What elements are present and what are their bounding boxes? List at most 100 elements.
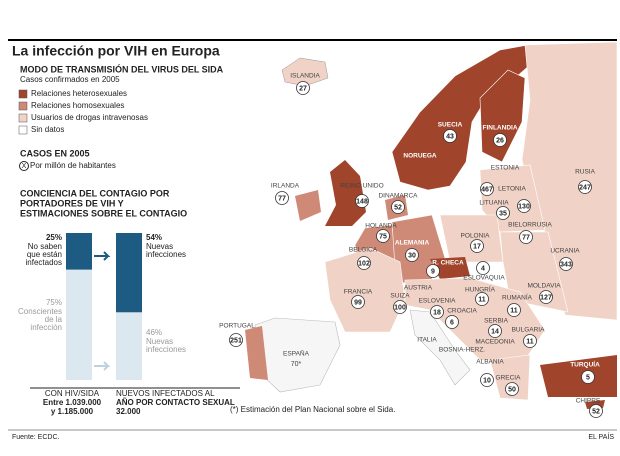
cases-label: Por millón de habitantes <box>30 161 116 170</box>
cases-title: CASOS EN 2005 <box>20 148 90 158</box>
country-label: CHIPRE <box>576 398 601 405</box>
segment-label: que están <box>27 250 62 259</box>
bar-segment <box>66 233 92 270</box>
case-value: 17 <box>473 243 481 250</box>
bar-segment <box>116 233 142 313</box>
case-marker <box>351 295 365 309</box>
cases-symbol <box>19 161 29 171</box>
bar-segment <box>116 312 142 380</box>
country-label: LETONIA <box>498 186 526 193</box>
panel-title: ESTIMACIONES SOBRE EL CONTAGIO <box>20 208 187 218</box>
segment-label: de la <box>45 315 63 324</box>
country-label: ITALIA <box>417 337 437 344</box>
country-label: NORUEGA <box>403 153 437 160</box>
segment-label: Conscientes <box>18 307 62 316</box>
arrow <box>94 251 111 261</box>
case-marker <box>523 334 537 348</box>
country-label: MOLDAVIA <box>527 283 561 290</box>
case-marker <box>578 180 592 194</box>
country-label: MACEDONIA <box>475 339 515 346</box>
case-value: 343 <box>560 261 572 268</box>
title: La infección por VIH en Europa <box>12 43 220 59</box>
caption: y 1.185.000 <box>51 407 94 416</box>
segment-label: Nuevas <box>146 242 173 251</box>
case-marker <box>496 206 510 220</box>
legend-swatch <box>18 125 28 135</box>
case-value: 52 <box>394 204 402 211</box>
value-label: 75% <box>46 298 62 307</box>
case-value: 30 <box>408 252 416 259</box>
turkey <box>540 355 617 397</box>
ireland <box>295 190 321 221</box>
source: Fuente: ECDC. <box>12 434 60 441</box>
country-label: ESPAÑA <box>283 349 310 358</box>
case-marker <box>493 133 507 147</box>
case-marker <box>480 182 494 196</box>
map <box>245 41 618 420</box>
case-marker <box>505 382 519 396</box>
note: Casos confirmados en 2005 <box>20 75 120 84</box>
italy <box>409 309 471 386</box>
legend-label: Relaciones homosexuales <box>31 101 124 110</box>
case-value: 52 <box>592 408 600 415</box>
case-marker <box>517 199 531 213</box>
case-value: 50 <box>508 386 516 393</box>
country-label: ALBANIA <box>476 359 504 366</box>
case-marker <box>475 292 489 306</box>
case-value: 75 <box>379 233 387 240</box>
legend-swatch <box>18 101 28 111</box>
country-label: RUSIA <box>575 169 596 176</box>
finland <box>479 69 526 163</box>
country-label: BULGARIA <box>512 327 546 334</box>
case-value: 10 <box>483 377 491 384</box>
iceland <box>281 57 329 87</box>
legend-swatch <box>18 89 28 99</box>
case-value: 6 <box>450 319 454 326</box>
case-value: 26 <box>496 137 504 144</box>
case-value: 247 <box>579 184 591 191</box>
panel-title: PORTADORES DE VIH Y <box>20 198 124 208</box>
case-marker <box>589 404 603 418</box>
country-label: UCRANIA <box>550 248 580 255</box>
segment-label: Nuevas <box>146 337 173 346</box>
case-value: 251 <box>230 337 242 344</box>
case-value: 9 <box>431 268 435 275</box>
case-value: 5 <box>586 374 590 381</box>
case-marker <box>559 257 573 271</box>
cases-symbol-text: X <box>22 163 27 170</box>
case-value: 467 <box>481 186 493 193</box>
segment-label: infecciones <box>146 345 186 354</box>
country-label: HOLANDA <box>365 223 397 230</box>
case-value: 11 <box>526 338 534 345</box>
case-marker <box>476 261 490 275</box>
country-label: HUNGRÍA <box>465 285 496 294</box>
case-value: 18 <box>433 309 441 316</box>
country-label: DINAMARCA <box>378 193 418 200</box>
case-marker <box>405 248 419 262</box>
legend-label: Relaciones heterosexuales <box>31 89 127 98</box>
value-label: 46% <box>146 328 162 337</box>
segment-label: infectados <box>26 258 62 267</box>
segment-label: infecciones <box>146 250 186 259</box>
country-label: ESLOVENIA <box>419 298 457 305</box>
country-label: REINO UNIDO <box>340 183 383 190</box>
country-label: ESLOVAQUIA <box>463 275 505 282</box>
uk <box>325 160 366 226</box>
case-value: 43 <box>446 133 454 140</box>
case-value: 35 <box>499 210 507 217</box>
legend-swatch <box>18 113 28 123</box>
country-label: FINLANDIA <box>482 125 517 132</box>
country-label: BOSNIA-HERZ. <box>439 347 485 354</box>
case-marker <box>507 303 521 317</box>
country-label: R. CHECA <box>432 260 464 267</box>
country-label: AUSTRIA <box>404 285 433 292</box>
footnote: (*) Estimación del Plan Nacional sobre e… <box>230 405 395 414</box>
case-value: 70* <box>291 361 302 368</box>
caption: 32.000 <box>116 407 141 416</box>
case-value: 102 <box>358 260 370 267</box>
case-value: 4 <box>481 265 485 272</box>
case-marker <box>355 194 369 208</box>
case-value: 14 <box>491 328 499 335</box>
country-label: BELGICA <box>349 247 378 254</box>
